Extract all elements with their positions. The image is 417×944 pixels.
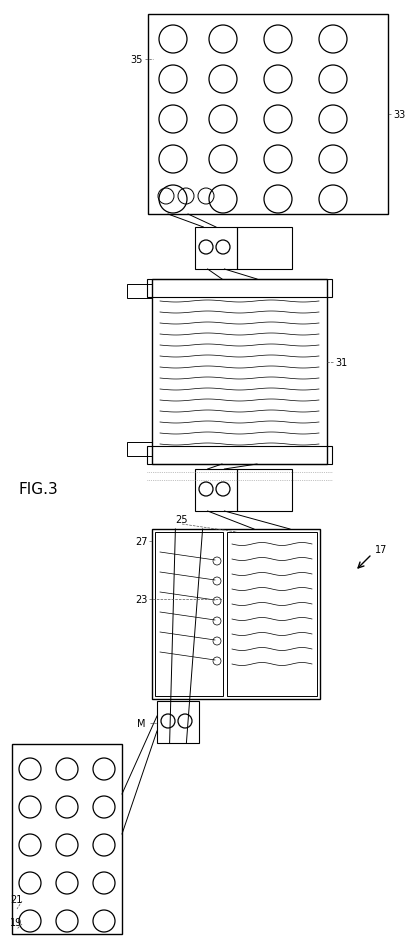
Bar [152, 530, 320, 700]
Bar [147, 447, 332, 464]
Text: 23: 23 [136, 595, 148, 604]
Bar [12, 744, 122, 934]
Bar [195, 469, 237, 512]
Text: 25: 25 [175, 514, 188, 525]
Text: 17: 17 [375, 545, 387, 554]
Text: 21: 21 [10, 894, 23, 904]
Text: FIG.3: FIG.3 [18, 482, 58, 497]
Bar [147, 279, 332, 297]
Text: 19: 19 [10, 917, 22, 927]
Text: 31: 31 [335, 358, 347, 368]
Bar [157, 701, 199, 743]
Bar [195, 228, 237, 270]
Text: 35: 35 [131, 55, 143, 65]
Bar [127, 285, 152, 298]
Bar [237, 228, 292, 270]
Bar [127, 443, 152, 457]
Text: M: M [136, 718, 145, 728]
Bar [227, 532, 317, 697]
Bar [237, 469, 292, 512]
Text: 27: 27 [136, 536, 148, 547]
Bar [148, 15, 388, 215]
Text: 33: 33 [393, 110, 405, 120]
Bar [152, 279, 327, 464]
Bar [155, 532, 223, 697]
